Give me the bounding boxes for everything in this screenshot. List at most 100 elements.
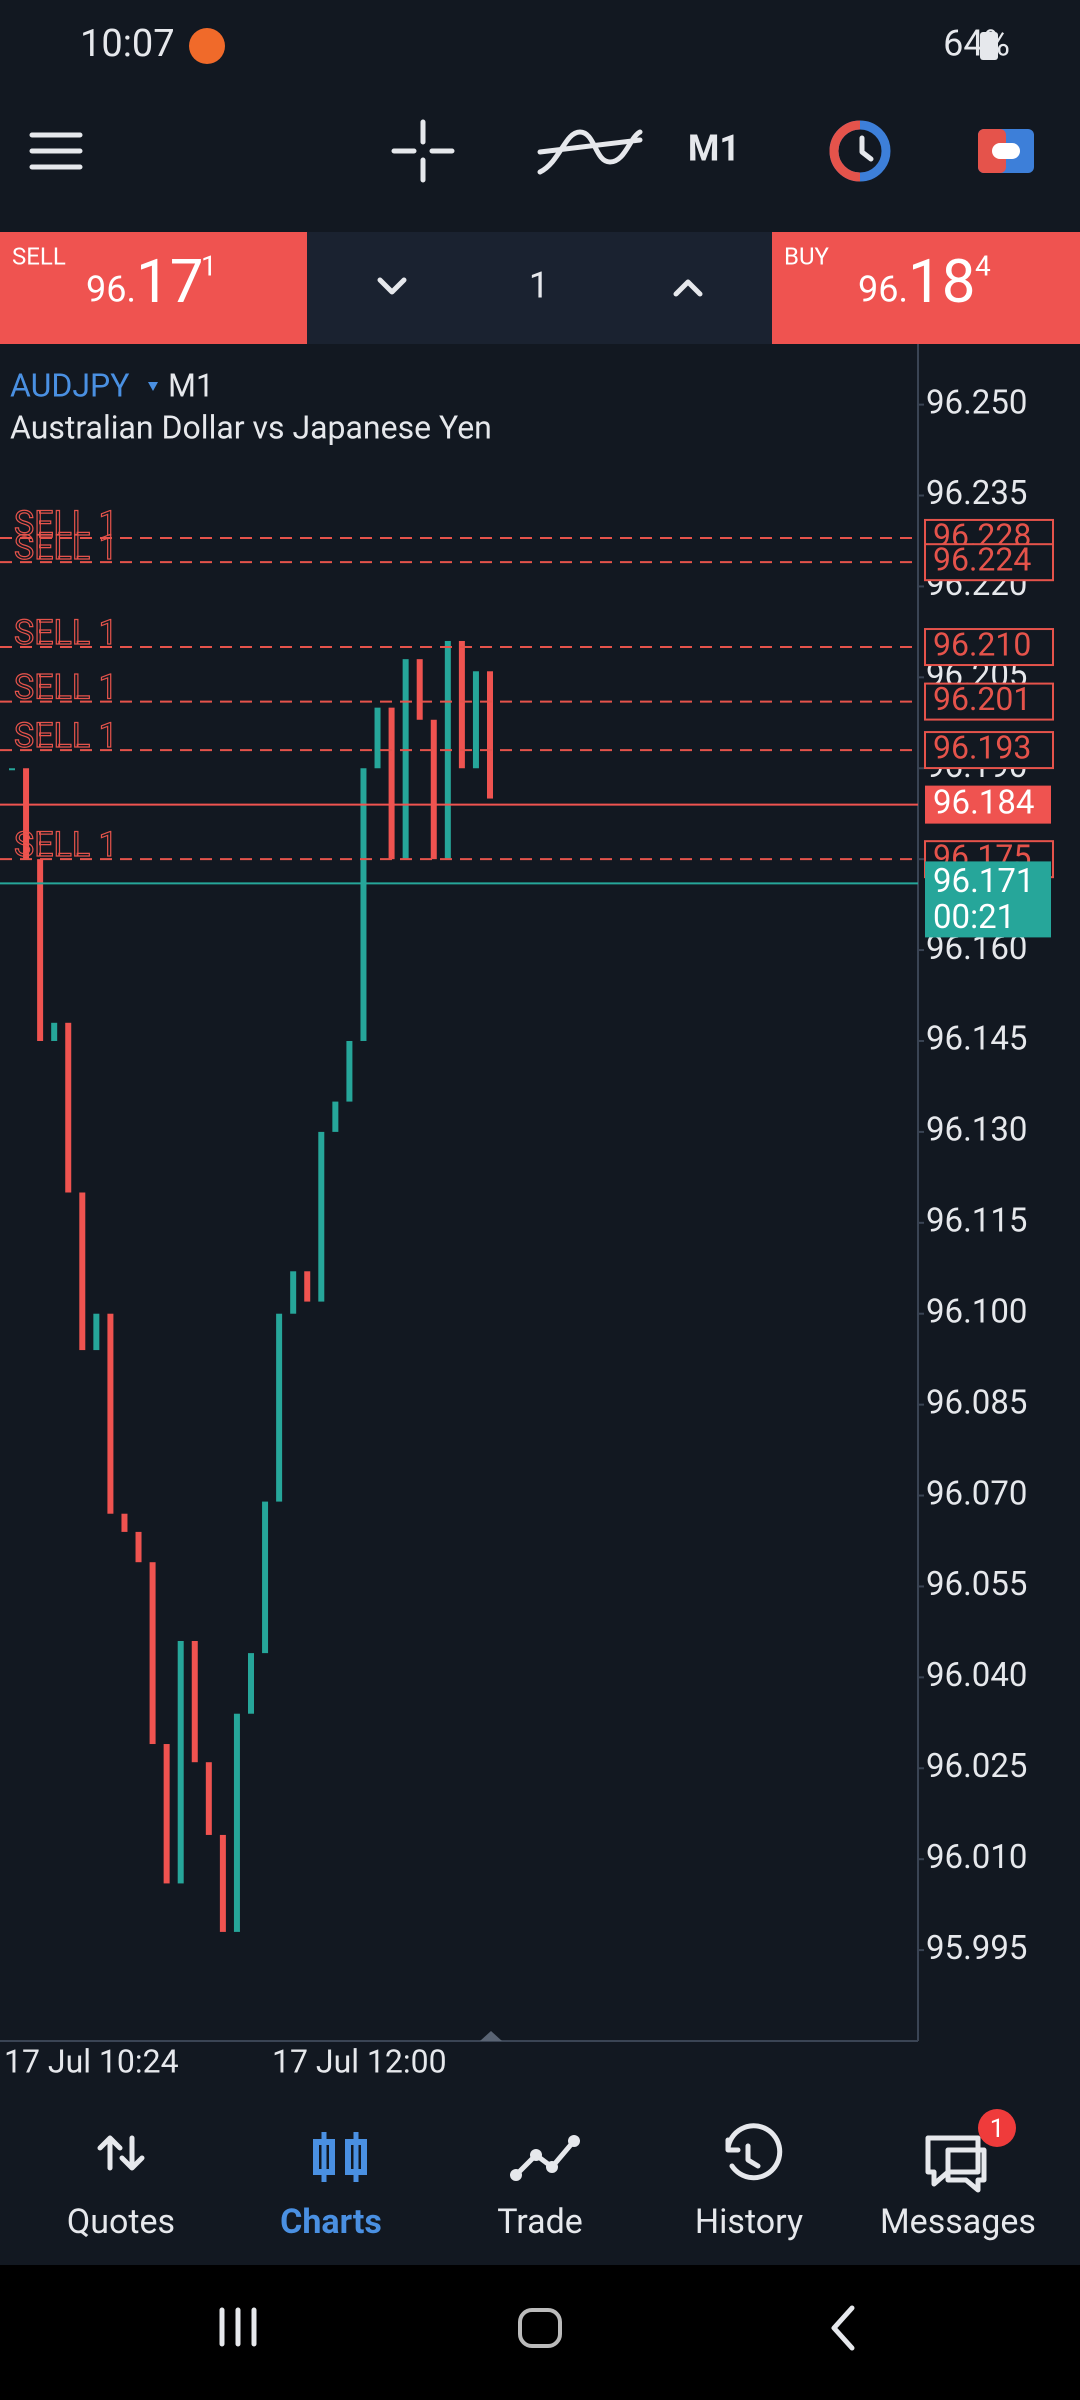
candle xyxy=(107,1313,114,1514)
status-icon xyxy=(189,28,225,64)
candle xyxy=(163,1744,170,1884)
chart-timeframe: M1 xyxy=(168,366,214,404)
y-tick-label: 96.025 xyxy=(926,1747,1027,1786)
sell-price-main: 96. xyxy=(86,269,136,311)
candle xyxy=(219,1834,226,1932)
candle xyxy=(472,671,479,769)
history-icon xyxy=(725,2123,783,2181)
order-price: 96.210 xyxy=(933,625,1031,663)
back-button[interactable] xyxy=(831,2305,855,2351)
menu-button[interactable] xyxy=(29,132,83,170)
order-price-box xyxy=(924,628,1054,667)
candle xyxy=(79,1192,86,1351)
candle xyxy=(458,640,465,769)
nav-label[interactable]: Quotes xyxy=(67,2202,175,2242)
home-button[interactable] xyxy=(518,2308,562,2348)
x-tick-label: 17 Jul 10:24 xyxy=(4,2042,179,2080)
candle xyxy=(332,1101,339,1132)
buy-price-big: 18 xyxy=(908,246,975,317)
indicators-button[interactable] xyxy=(537,129,643,175)
badge xyxy=(978,2109,1016,2147)
crosshair-button[interactable] xyxy=(391,119,455,183)
quotes-icon xyxy=(97,2135,145,2171)
candle xyxy=(9,768,15,771)
order-name: SELL 1 xyxy=(14,613,118,653)
clock-button[interactable] xyxy=(829,120,891,182)
candle xyxy=(374,707,381,769)
sell-price-sup: 1 xyxy=(201,249,217,282)
order-name: SELL 1 xyxy=(14,504,118,544)
timeframe-button[interactable]: M1 xyxy=(688,128,740,170)
candle xyxy=(360,768,367,1041)
y-tick-label: 96.010 xyxy=(926,1838,1027,1877)
candle xyxy=(65,1022,72,1193)
x-tick-label: 17 Jul 12:00 xyxy=(272,2042,447,2080)
order-price: 96.193 xyxy=(933,729,1031,767)
bottom-nav xyxy=(0,2108,1080,2265)
y-tick-label: 96.130 xyxy=(926,1111,1027,1150)
system-nav xyxy=(0,2265,1080,2400)
order-price-box xyxy=(924,682,1054,721)
nav-labels: Quotes Charts Trade History Messages xyxy=(67,2202,1036,2242)
candle xyxy=(262,1501,269,1654)
sell-button[interactable] xyxy=(0,232,307,344)
y-tick-label: 96.070 xyxy=(926,1474,1027,1513)
candle xyxy=(304,1271,311,1302)
symbol[interactable]: AUDJPY xyxy=(10,366,129,404)
volume-down[interactable] xyxy=(377,277,407,295)
y-tick-label: 96.115 xyxy=(926,1202,1027,1241)
nav-label[interactable]: History xyxy=(695,2202,803,2242)
buy-label: BUY xyxy=(784,242,830,270)
bar-timer: 00:21 xyxy=(933,898,1015,937)
candle xyxy=(346,1040,353,1102)
bid-box xyxy=(925,861,1051,938)
candle xyxy=(93,1313,100,1351)
nav-label[interactable]: Messages xyxy=(880,2202,1036,2242)
candle xyxy=(205,1762,212,1835)
order-price-box xyxy=(924,731,1054,770)
trade-icon xyxy=(510,2135,580,2181)
y-tick-label: 96.235 xyxy=(926,474,1027,513)
y-tick-label: 96.250 xyxy=(926,383,1027,422)
nav-label[interactable]: Charts xyxy=(280,2202,382,2242)
buy-button[interactable] xyxy=(772,232,1080,344)
chart-layer: 96.25096.23596.22096.20596.19096.17596.1… xyxy=(0,383,1054,1968)
trade-toggle-button[interactable] xyxy=(978,129,1034,173)
recents-button[interactable] xyxy=(219,2307,257,2347)
nav-label[interactable]: Trade xyxy=(497,2202,583,2242)
candle xyxy=(290,1271,297,1314)
messages-icon xyxy=(925,2135,987,2193)
candle xyxy=(388,707,395,860)
volume[interactable]: 1 xyxy=(529,265,549,307)
y-tick-label: 96.055 xyxy=(926,1565,1027,1604)
buy-price-sup: 4 xyxy=(975,249,991,282)
charts-icon xyxy=(313,2132,367,2182)
candle xyxy=(276,1313,283,1502)
candle xyxy=(248,1653,254,1714)
candle xyxy=(23,768,30,860)
order-name: SELL 1 xyxy=(14,716,118,756)
candle xyxy=(177,1640,184,1884)
candle xyxy=(487,671,493,799)
sell-price-big: 17 xyxy=(136,246,203,317)
order-name: SELL 1 xyxy=(14,528,118,568)
scroll-marker xyxy=(480,2031,502,2041)
volume-up[interactable] xyxy=(673,279,703,297)
order-name: SELL 1 xyxy=(14,825,118,865)
candle xyxy=(149,1562,156,1745)
candle xyxy=(51,1022,58,1041)
candle xyxy=(135,1531,142,1563)
battery-icon xyxy=(980,32,998,60)
badge-count: 1 xyxy=(990,2114,1005,2144)
candle xyxy=(430,719,437,860)
sell-label: SELL xyxy=(12,242,66,270)
candle xyxy=(191,1640,198,1763)
symbol-dropdown[interactable] xyxy=(148,382,158,391)
ask-price: 96.184 xyxy=(933,783,1034,822)
candle xyxy=(233,1713,240,1932)
order-name: SELL 1 xyxy=(14,668,118,708)
order-price: 96.224 xyxy=(933,541,1031,579)
status-time: 10:07 xyxy=(80,22,175,66)
